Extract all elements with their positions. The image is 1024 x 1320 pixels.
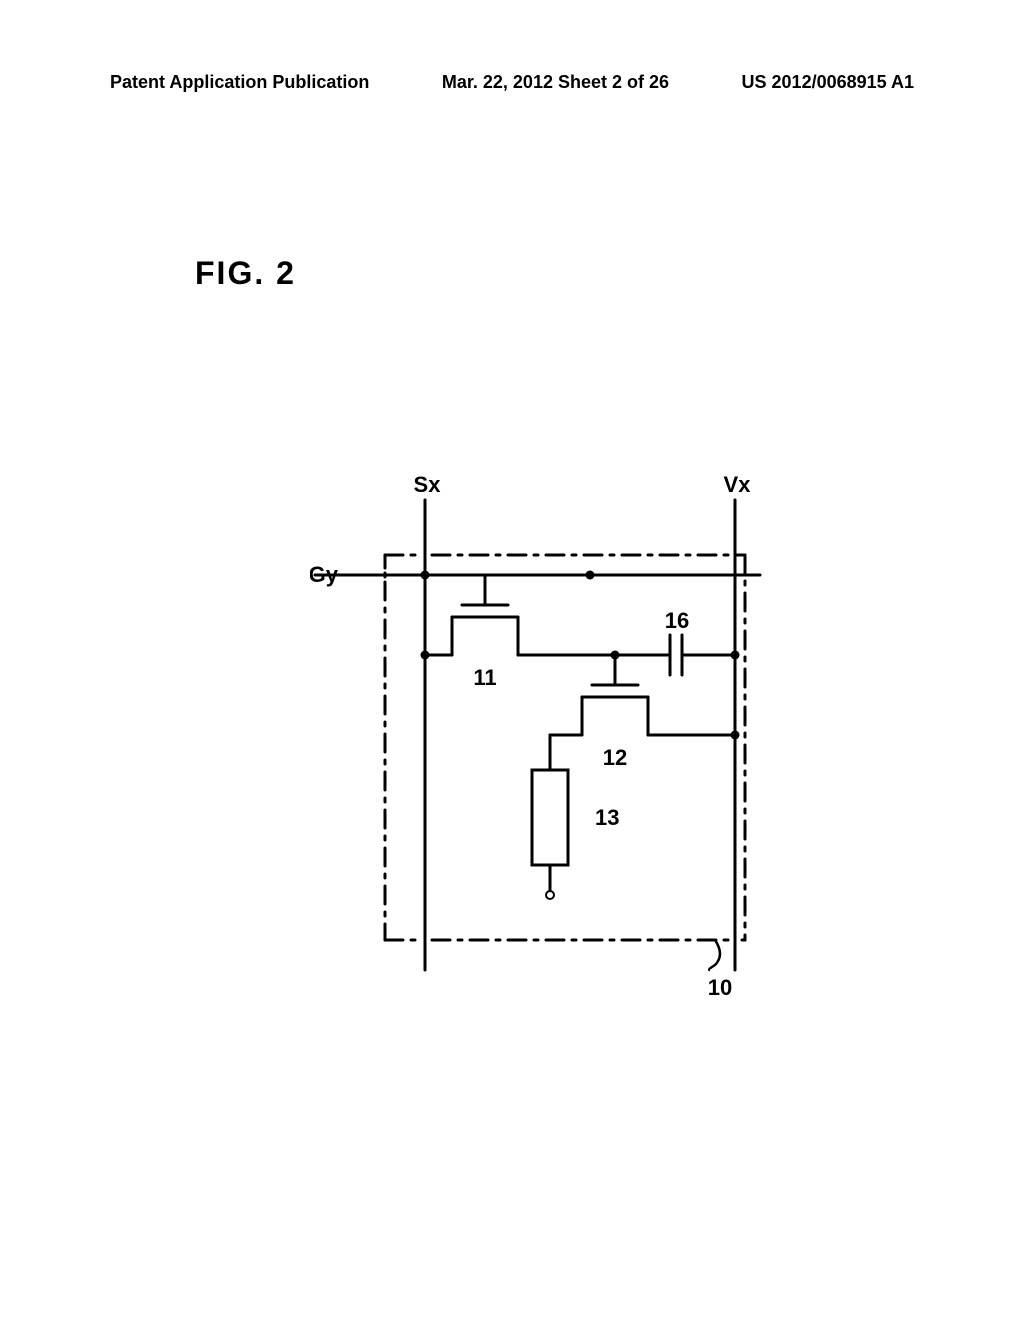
svg-text:Gy: Gy: [310, 562, 339, 587]
header-right: US 2012/0068915 A1: [742, 72, 914, 93]
svg-text:12: 12: [603, 745, 627, 770]
header-center: Mar. 22, 2012 Sheet 2 of 26: [442, 72, 669, 93]
circuit-diagram: Sx Vx Gy 11 12 13 16 10: [310, 470, 810, 1030]
svg-text:10: 10: [708, 975, 732, 1000]
svg-text:11: 11: [473, 665, 496, 690]
svg-text:Vx: Vx: [724, 472, 752, 497]
figure-label: FIG. 2: [195, 255, 296, 292]
header-left: Patent Application Publication: [110, 72, 369, 93]
svg-text:Sx: Sx: [414, 472, 442, 497]
page-header: Patent Application Publication Mar. 22, …: [0, 72, 1024, 93]
svg-text:16: 16: [665, 608, 689, 633]
svg-text:13: 13: [595, 805, 619, 830]
